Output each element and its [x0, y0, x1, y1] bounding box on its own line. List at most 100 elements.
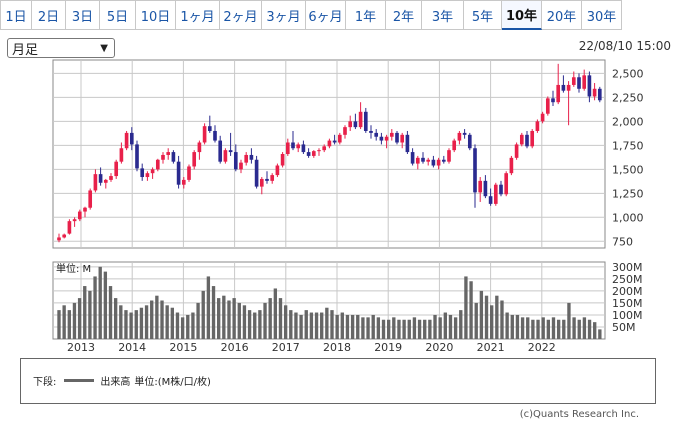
candle-body [181, 179, 186, 185]
interval-select[interactable]: 月足 ▼ [7, 38, 115, 58]
candle-body [103, 179, 108, 183]
volume-bar [593, 322, 597, 339]
candle-body [150, 169, 155, 174]
tab-14[interactable]: 20年 [542, 0, 582, 30]
volume-bar [283, 305, 288, 339]
candle-body [426, 159, 431, 162]
tab-0[interactable]: 1日 [0, 0, 32, 30]
volume-bar [397, 319, 401, 339]
copyright: (c)Quants Research Inc. [519, 409, 639, 420]
volume-bar [211, 286, 216, 339]
volume-bar [232, 298, 236, 339]
volume-bar [186, 314, 190, 339]
volume-bar [469, 281, 473, 339]
candle-body [499, 184, 503, 195]
volume-bar [526, 317, 530, 339]
candle-body [140, 168, 145, 178]
volume-bar [165, 305, 169, 339]
volume-bar [423, 319, 427, 339]
volume-bar [598, 329, 602, 339]
candle-body [478, 180, 483, 193]
tab-4[interactable]: 10日 [136, 0, 176, 30]
x-tick-label: 2021 [477, 341, 505, 354]
volume-bar [175, 312, 180, 339]
volume-bar [258, 310, 262, 339]
volume-bar [325, 307, 329, 339]
candle-body [457, 132, 462, 141]
candle-body [509, 157, 514, 174]
candle-body [119, 148, 124, 162]
tab-11[interactable]: 3年 [422, 0, 464, 30]
candle-body [405, 134, 410, 153]
tab-12[interactable]: 5年 [464, 0, 502, 30]
tab-1[interactable]: 2日 [32, 0, 66, 30]
tab-10[interactable]: 2年 [386, 0, 422, 30]
candle-body [213, 130, 217, 141]
volume-bar [361, 317, 365, 339]
candle-body [493, 184, 498, 204]
candle-body [161, 154, 165, 160]
candle-body [202, 126, 207, 143]
legend-unit: 単位:(M株/口/枚) [134, 377, 211, 388]
tab-8[interactable]: 6ヶ月 [306, 0, 346, 30]
candle-body [322, 146, 327, 151]
volume-bar [150, 300, 154, 339]
tab-3[interactable]: 5日 [100, 0, 136, 30]
candle-body [597, 88, 602, 101]
tab-15[interactable]: 30年 [582, 0, 622, 30]
tab-5[interactable]: 1ヶ月 [176, 0, 220, 30]
candle-body [67, 221, 72, 234]
volume-unit-label: 単位: M [56, 262, 91, 275]
volume-bar [222, 295, 226, 339]
x-tick-label: 2019 [374, 341, 402, 354]
volume-bar [180, 317, 185, 339]
volume-bar [495, 295, 499, 339]
volume-bar [381, 319, 386, 339]
tab-9[interactable]: 1年 [346, 0, 386, 30]
candle-body [254, 159, 259, 187]
candle-body [343, 127, 347, 135]
volume-bar [196, 302, 200, 339]
candle-body [296, 144, 301, 149]
x-tick-label: 2016 [221, 341, 249, 354]
tab-13[interactable]: 10年 [502, 0, 542, 30]
candle-body [207, 126, 212, 131]
volume-bar [253, 312, 257, 339]
volume-bar [474, 302, 478, 339]
legend-prefix: 下段: [33, 377, 57, 388]
volume-bar [294, 312, 298, 339]
volume-bar [217, 298, 221, 339]
candle-body [72, 219, 77, 222]
legend-box: 下段: 出来高 単位:(M株/口/枚) [20, 358, 656, 404]
volume-bar [108, 286, 113, 339]
candle-body [353, 121, 358, 128]
volume-bar [417, 319, 422, 339]
tab-6[interactable]: 2ヶ月 [220, 0, 262, 30]
volume-bar [433, 314, 437, 339]
volume-bar [335, 314, 339, 339]
candle-body [410, 152, 415, 164]
candle-body [249, 154, 254, 160]
volume-bar [124, 310, 128, 339]
candle-body [317, 150, 321, 152]
volume-bar [577, 319, 581, 339]
volume-bar [510, 314, 514, 339]
volume-bar [350, 314, 355, 339]
volume-bar [402, 319, 406, 339]
volume-bar [448, 314, 453, 339]
legend-series-name: 出来高 [100, 377, 131, 388]
volume-bar [453, 317, 458, 339]
tab-7[interactable]: 3ヶ月 [262, 0, 306, 30]
volume-bar [201, 290, 205, 339]
volume-bar [443, 312, 447, 339]
volume-bar [412, 317, 417, 339]
chart-datetime: 22/08/10 15:00 [578, 39, 671, 53]
legend-line-swatch [64, 379, 95, 382]
candle-body [244, 154, 249, 163]
volume-bar [273, 288, 278, 339]
volume-bar [304, 310, 308, 339]
volume-tick-label: 150M [612, 297, 643, 310]
tab-2[interactable]: 3日 [66, 0, 100, 30]
volume-bar [93, 276, 97, 339]
candle-body [462, 132, 467, 135]
